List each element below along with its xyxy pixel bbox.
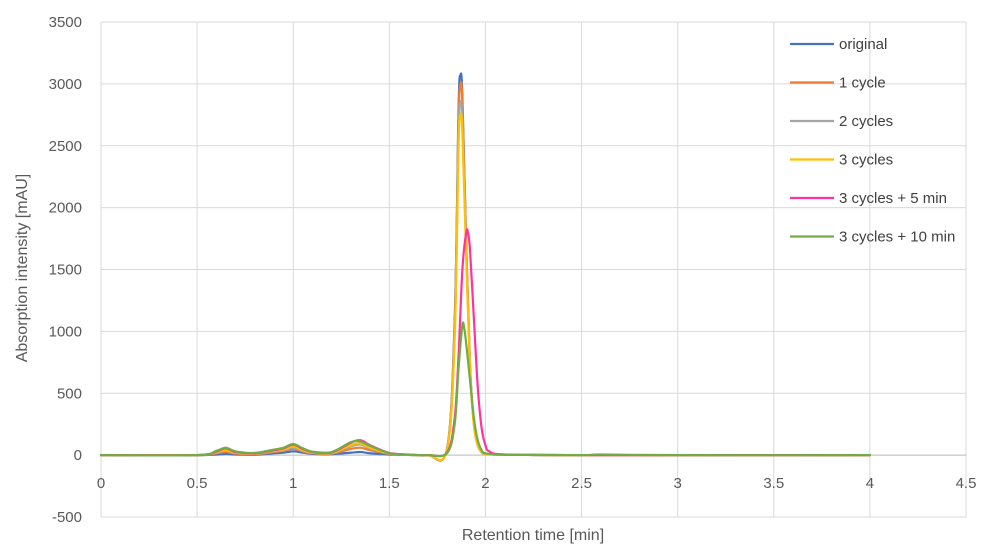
y-tick-label: 500 bbox=[57, 385, 82, 402]
x-tick-label: 0.5 bbox=[187, 475, 208, 492]
y-tick-label: 2000 bbox=[49, 200, 82, 217]
y-tick-label: 1000 bbox=[49, 323, 82, 340]
y-tick-label: 3000 bbox=[49, 76, 82, 93]
x-tick-label: 3 bbox=[673, 475, 681, 492]
x-tick-label: 2.5 bbox=[571, 475, 592, 492]
series-line-3-cycles-10-min bbox=[99, 321, 871, 458]
x-tick-label: 2 bbox=[481, 475, 489, 492]
y-tick-label: 2500 bbox=[49, 138, 82, 155]
y-tick-label: -500 bbox=[52, 509, 82, 526]
x-tick-label: 1 bbox=[289, 475, 297, 492]
legend-label-3-cycles-5-min: 3 cycles + 5 min bbox=[839, 190, 947, 207]
x-tick-label: 1.5 bbox=[379, 475, 400, 492]
series-lines bbox=[99, 72, 871, 462]
legend-label-original: original bbox=[839, 36, 887, 53]
y-tick-label: 1500 bbox=[49, 262, 82, 279]
legend-label-3-cycles: 3 cycles bbox=[839, 152, 893, 169]
legend-label-2-cycles: 2 cycles bbox=[839, 113, 893, 130]
grid bbox=[100, 21, 967, 518]
y-tick-label: 3500 bbox=[49, 14, 82, 31]
x-tick-label: 4 bbox=[866, 475, 874, 492]
y-axis-title: Absorption intensity [mAU] bbox=[14, 174, 31, 363]
x-tick-label: 3.5 bbox=[763, 475, 784, 492]
x-tick-label: 0 bbox=[97, 475, 105, 492]
legend-label-1-cycle: 1 cycle bbox=[839, 75, 886, 92]
legend: original 1 cycle 2 cycles 3 cycles 3 cycles … bbox=[790, 36, 955, 246]
x-tick-label: 4.5 bbox=[956, 475, 977, 492]
x-axis-title: Retention time [min] bbox=[462, 527, 604, 544]
y-tick-label: 0 bbox=[74, 447, 82, 464]
legend-label-3-cycles-10-min: 3 cycles + 10 min bbox=[839, 229, 955, 246]
